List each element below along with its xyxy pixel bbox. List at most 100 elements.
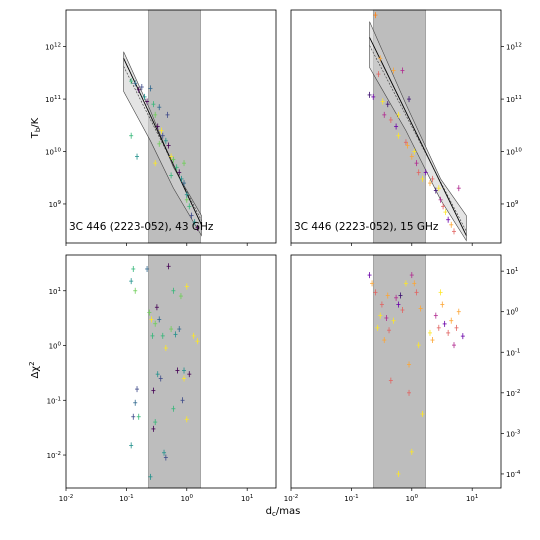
y-tick-label: 1011 [506,95,522,104]
data-point [454,324,459,331]
data-point [460,333,465,340]
data-point [171,287,176,294]
x-tick-label: 10-2 [59,494,73,503]
data-point [145,265,150,272]
data-point [163,454,168,461]
data-point [154,304,159,311]
data-point [407,389,412,396]
data-point [433,312,438,319]
data-point [418,305,423,312]
data-point [129,78,134,85]
y-tick-label: 10-2 [506,389,520,398]
data-point [427,329,432,336]
y-tick-label: 109 [506,200,519,209]
data-point [139,84,144,91]
data-point [177,326,182,333]
data-point [403,139,408,146]
data-point [153,320,158,327]
data-point [173,331,178,338]
y-tick-label: 1010 [45,148,61,157]
data-point [136,413,141,420]
data-point [420,175,425,182]
data-point [169,172,174,179]
fit-line [369,37,467,236]
data-point [387,327,392,334]
data-point [370,280,375,287]
data-point [391,317,396,324]
data-point [416,342,421,349]
data-point [433,187,438,194]
y-tick-label: 10-1 [47,396,61,405]
y-tick-label: 109 [49,200,62,209]
y-tick-label: 10-4 [506,470,521,479]
data-point [157,316,162,323]
data-point [133,287,138,294]
fit-line [123,58,202,226]
data-point [376,71,381,78]
data-point [405,142,410,149]
ylabel-top: Tb/K [30,117,42,139]
x-tick-label: 101 [466,494,478,503]
data-point [171,156,176,163]
data-point [367,272,372,279]
data-point [391,67,396,74]
data-point [416,169,421,176]
data-point [131,413,136,420]
y-tick-label: 100 [49,342,62,351]
x-tick-label: 10-2 [284,494,298,503]
data-point [133,80,138,87]
data-point [375,324,380,331]
data-point [148,473,153,480]
data-point [153,160,158,167]
data-point [396,111,401,118]
axes-frame [290,9,502,244]
data-point [153,111,158,118]
data-point [174,164,179,171]
data-point [151,387,156,394]
data-point [136,86,141,93]
data-point [129,442,134,449]
data-point [191,332,196,339]
data-point [159,127,164,134]
data-point [394,123,399,130]
xlabel: dc/mas [266,506,301,518]
data-point [385,101,390,108]
data-point [396,301,401,308]
data-point [430,175,435,182]
y-tick-label: 1011 [45,95,61,104]
axes-frame [290,254,502,489]
data-point [373,289,378,296]
data-point [169,153,174,160]
data-point [438,196,443,203]
data-point [182,160,187,167]
data-point [195,338,200,345]
data-point [165,111,170,118]
data-point [414,289,419,296]
data-point [371,93,376,100]
data-point [163,137,168,144]
data-point [400,307,405,314]
data-point [180,397,185,404]
data-point [414,160,419,167]
data-point [129,132,134,139]
data-point [195,224,200,231]
y-tick-label: 1010 [506,148,522,157]
data-point [182,367,187,374]
data-point [182,375,187,382]
panel-top-left: 109 1010 1011 1012 3C 446 (2223-052), 43 GHz [45,9,277,246]
y-tick-label: 1012 [45,43,61,52]
data-point [441,203,446,210]
data-point [409,272,414,279]
data-point [449,221,454,228]
data-point [171,405,176,412]
data-point [373,12,378,19]
data-point [135,153,140,160]
data-point [384,314,389,321]
data-point [166,263,171,270]
data-point [147,309,152,316]
data-point [385,292,390,299]
data-point [169,326,174,333]
data-point [187,203,192,210]
data-point [442,320,447,327]
data-point [412,148,417,155]
